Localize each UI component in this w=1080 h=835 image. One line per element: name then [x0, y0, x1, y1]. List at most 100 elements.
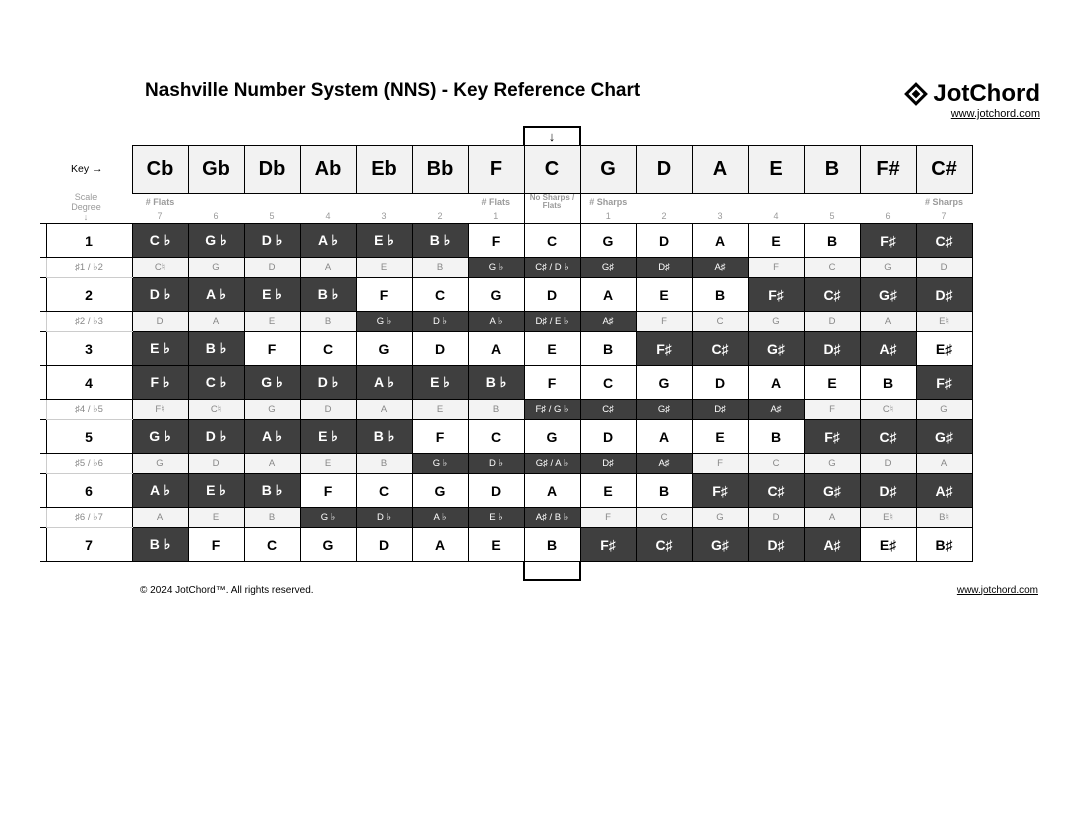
note-cell: F♯ — [636, 332, 692, 366]
chromatic-cell: F — [692, 454, 748, 474]
note-cell: G — [300, 528, 356, 562]
note-cell: C — [524, 224, 580, 258]
chromatic-cell: A♯ — [580, 312, 636, 332]
note-cell: F — [188, 528, 244, 562]
sub-count: 7 — [916, 210, 972, 224]
note-cell: G — [356, 332, 412, 366]
sub-label — [748, 193, 804, 210]
note-cell: F♯ — [748, 278, 804, 312]
chromatic-degree: ♯4 / ♭5 — [46, 400, 132, 420]
note-cell: G — [524, 420, 580, 454]
sub-label — [804, 193, 860, 210]
note-cell: G ♭ — [188, 224, 244, 258]
note-cell: G — [468, 278, 524, 312]
chromatic-cell: B — [412, 258, 468, 278]
chromatic-cell: A — [132, 508, 188, 528]
key-header: D — [636, 145, 692, 193]
brand: JotChord www.jotchord.com — [903, 80, 1040, 120]
chromatic-cell: D ♭ — [468, 454, 524, 474]
chromatic-cell: D — [860, 454, 916, 474]
chromatic-cell: C♮ — [132, 258, 188, 278]
key-header: Ab — [300, 145, 356, 193]
scale-degree: 3 — [46, 332, 132, 366]
note-cell: C — [300, 332, 356, 366]
sub-label — [692, 193, 748, 210]
note-cell: F♯ — [692, 474, 748, 508]
note-cell: C — [580, 366, 636, 400]
key-header: E — [748, 145, 804, 193]
chromatic-cell: C — [804, 258, 860, 278]
chromatic-cell: D — [300, 400, 356, 420]
sub-count: 5 — [244, 210, 300, 224]
note-cell: D — [692, 366, 748, 400]
note-cell: C — [468, 420, 524, 454]
note-cell: F — [412, 420, 468, 454]
note-cell: A — [748, 366, 804, 400]
note-cell: G♯ — [916, 420, 972, 454]
scale-degree: 7 — [46, 528, 132, 562]
key-header: C# — [916, 145, 972, 193]
note-cell: F♯ — [804, 420, 860, 454]
chromatic-cell: E — [412, 400, 468, 420]
note-cell: A ♭ — [300, 224, 356, 258]
footer-url[interactable]: www.jotchord.com — [957, 585, 1038, 596]
chromatic-degree: ♯6 / ♭7 — [46, 508, 132, 528]
scale-degree: 2 — [46, 278, 132, 312]
note-cell: F — [524, 366, 580, 400]
chromatic-cell: E — [244, 312, 300, 332]
sub-label — [636, 193, 692, 210]
sub-count: 3 — [356, 210, 412, 224]
chromatic-cell: A ♭ — [468, 312, 524, 332]
sub-count: 2 — [412, 210, 468, 224]
note-cell: D♯ — [804, 332, 860, 366]
chromatic-cell: G♯ — [636, 400, 692, 420]
note-cell: C — [356, 474, 412, 508]
scale-degree: 5 — [46, 420, 132, 454]
note-cell: A — [692, 224, 748, 258]
note-cell: B — [748, 420, 804, 454]
note-cell: E♯ — [916, 332, 972, 366]
note-cell: C ♭ — [188, 366, 244, 400]
note-cell: B ♭ — [412, 224, 468, 258]
chromatic-cell: F — [804, 400, 860, 420]
note-cell: D♯ — [748, 528, 804, 562]
chromatic-cell: E♮ — [860, 508, 916, 528]
note-cell: D♯ — [916, 278, 972, 312]
sub-count: 1 — [580, 210, 636, 224]
note-cell: F♯ — [916, 366, 972, 400]
chromatic-cell: A♯ / B ♭ — [524, 508, 580, 528]
chromatic-degree: ♯2 / ♭3 — [46, 312, 132, 332]
note-cell: E — [804, 366, 860, 400]
scale-degree: 1 — [46, 224, 132, 258]
key-label: Key → — [46, 145, 132, 193]
chromatic-cell: C♯ — [580, 400, 636, 420]
chromatic-cell: B — [468, 400, 524, 420]
note-cell: E ♭ — [188, 474, 244, 508]
note-cell: E ♭ — [132, 332, 188, 366]
key-header: F — [468, 145, 524, 193]
note-cell: B♯ — [916, 528, 972, 562]
key-header: C — [524, 145, 580, 193]
note-cell: G — [636, 366, 692, 400]
sub-count: 6 — [860, 210, 916, 224]
chromatic-cell: G — [188, 258, 244, 278]
chromatic-cell: B — [300, 312, 356, 332]
diamond-icon — [903, 81, 929, 107]
note-cell: A — [636, 420, 692, 454]
note-cell: A — [580, 278, 636, 312]
key-header: Gb — [188, 145, 244, 193]
note-cell: E♯ — [860, 528, 916, 562]
key-header: B — [804, 145, 860, 193]
scale-degree: 6 — [46, 474, 132, 508]
chromatic-cell: C — [748, 454, 804, 474]
note-cell: F♯ — [580, 528, 636, 562]
key-header: G — [580, 145, 636, 193]
chromatic-cell: G ♭ — [356, 312, 412, 332]
brand-url[interactable]: www.jotchord.com — [903, 108, 1040, 120]
chromatic-cell: A — [860, 312, 916, 332]
chromatic-cell: C — [692, 312, 748, 332]
note-cell: B ♭ — [244, 474, 300, 508]
chromatic-cell: E — [356, 258, 412, 278]
chromatic-cell: C — [636, 508, 692, 528]
brand-name: JotChord — [933, 80, 1040, 108]
